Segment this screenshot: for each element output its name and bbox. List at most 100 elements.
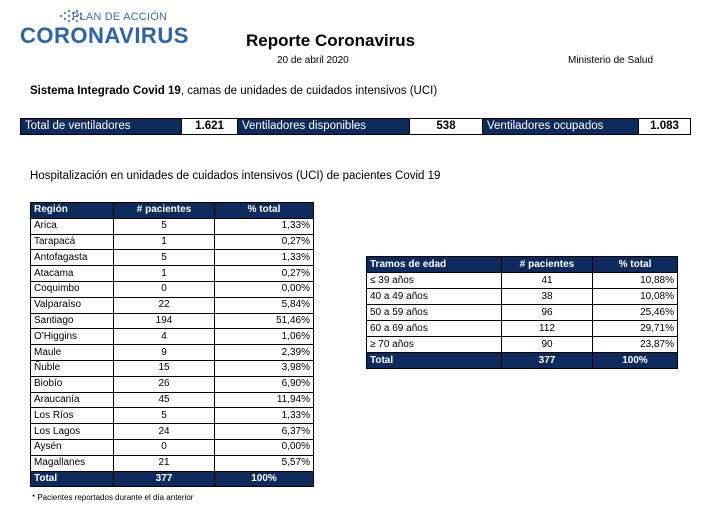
table-cell: 45 bbox=[113, 391, 215, 409]
table-row: Tarapacá 1 0,27% bbox=[30, 233, 314, 251]
total-row: Total 377 100% bbox=[30, 470, 314, 488]
table-cell: Los Ríos bbox=[30, 407, 114, 425]
region-table-header: Región # pacientes % total bbox=[30, 202, 314, 219]
logo-dots-icon bbox=[59, 9, 83, 23]
table-cell: 2,39% bbox=[214, 344, 314, 361]
table-cell: 11,94% bbox=[214, 391, 314, 409]
table-cell: Maule bbox=[30, 344, 114, 361]
table-cell: Araucanía bbox=[30, 391, 114, 409]
column-header: % total bbox=[592, 256, 678, 273]
region-table: Región # pacientes % total Arica 5 1,33% Ta… bbox=[30, 202, 314, 488]
table-cell: 51,46% bbox=[214, 312, 314, 330]
report-title: Reporte Coronavirus bbox=[246, 31, 416, 50]
table-cell: 60 a 69 años bbox=[366, 320, 502, 337]
table-cell: 23,87% bbox=[592, 336, 678, 353]
occupied-ventilators-value: 1.083 bbox=[638, 119, 690, 134]
column-header: # pacientes bbox=[501, 256, 593, 273]
table-cell: 41 bbox=[501, 272, 593, 289]
table-row: Atacama 1 0,27% bbox=[30, 265, 314, 282]
table-cell: 26 bbox=[113, 375, 215, 393]
table-cell: 1,33% bbox=[214, 249, 314, 267]
table-cell: 0,27% bbox=[214, 233, 314, 251]
table-cell: Los Lagos bbox=[30, 423, 114, 440]
table-cell: ≥ 70 años bbox=[366, 336, 502, 353]
table-row: ≥ 70 años 90 23,87% bbox=[366, 336, 678, 353]
table-row: Los Ríos 5 1,33% bbox=[30, 407, 314, 425]
table-cell: 5,84% bbox=[214, 296, 314, 314]
table-cell: 3,98% bbox=[214, 359, 314, 377]
total-cell: 100% bbox=[214, 470, 314, 488]
table-cell: Aysén bbox=[30, 438, 114, 456]
table-row: Aysén 0 0,00% bbox=[30, 438, 314, 456]
table-row: Santiago 194 51,46% bbox=[30, 312, 314, 330]
table-cell: 38 bbox=[501, 288, 593, 305]
column-header: # pacientes bbox=[113, 202, 215, 219]
occupied-ventilators-label: Ventiladores ocupados bbox=[483, 119, 638, 134]
table-cell: 1,06% bbox=[214, 328, 314, 346]
total-ventilators-label: Total de ventiladores bbox=[21, 119, 181, 134]
table-cell: 0,27% bbox=[214, 265, 314, 282]
column-header: % total bbox=[214, 202, 314, 219]
table-cell: Santiago bbox=[30, 312, 114, 330]
table-row: O'Higgins 4 1,06% bbox=[30, 328, 314, 346]
table-cell: Atacama bbox=[30, 265, 114, 282]
system-description: Sistema Integrado Covid 19, camas de uni… bbox=[30, 85, 437, 97]
table-cell: 4 bbox=[113, 328, 215, 346]
total-ventilators-value: 1.621 bbox=[181, 119, 238, 134]
table-cell: 21 bbox=[113, 454, 215, 472]
table-cell: 5 bbox=[113, 249, 215, 267]
total-cell: 377 bbox=[113, 470, 215, 488]
hospitalization-title: Hospitalización en unidades de cuidados … bbox=[30, 170, 441, 182]
total-cell: 377 bbox=[501, 352, 593, 369]
table-cell: 90 bbox=[501, 336, 593, 353]
table-cell: Biobío bbox=[30, 375, 114, 393]
table-row: Antofagasta 5 1,33% bbox=[30, 249, 314, 267]
ministry-label: Ministerio de Salud bbox=[568, 55, 654, 66]
table-cell: 15 bbox=[113, 359, 215, 377]
table-cell: 5 bbox=[113, 217, 215, 235]
table-cell: 0 bbox=[113, 438, 215, 456]
ventilator-summary-bar: Total de ventiladores 1.621 Ventiladores… bbox=[20, 118, 691, 135]
table-cell: 10,88% bbox=[592, 272, 678, 289]
table-cell: 6,90% bbox=[214, 375, 314, 393]
table-cell: 0,00% bbox=[214, 438, 314, 456]
age-table-header: Tramos de edad # pacientes % total bbox=[366, 256, 678, 273]
total-row: Total 377 100% bbox=[366, 352, 678, 369]
available-ventilators-value: 538 bbox=[409, 119, 483, 134]
table-cell: O'Higgins bbox=[30, 328, 114, 346]
table-cell: 0 bbox=[113, 280, 215, 298]
table-row: 60 a 69 años 112 29,71% bbox=[366, 320, 678, 337]
column-header: Región bbox=[30, 202, 114, 219]
table-cell: 25,46% bbox=[592, 304, 678, 321]
logo-title: CORONAVIRUS bbox=[20, 23, 189, 48]
table-cell: 10,08% bbox=[592, 288, 678, 305]
table-cell: Coquimbo bbox=[30, 280, 114, 298]
report-date: 20 de abril 2020 bbox=[277, 55, 349, 66]
table-cell: 194 bbox=[113, 312, 215, 330]
table-cell: Magallanes bbox=[30, 454, 114, 472]
table-row: 40 a 49 años 38 10,08% bbox=[366, 288, 678, 305]
table-cell: 1,33% bbox=[214, 407, 314, 425]
table-cell: Valparaíso bbox=[30, 296, 114, 314]
age-table: Tramos de edad # pacientes % total ≤ 39 … bbox=[366, 256, 678, 369]
table-cell: 24 bbox=[113, 423, 215, 440]
table-row: Araucanía 45 11,94% bbox=[30, 391, 314, 409]
logo-subtitle: PLAN DE ACCIÓN bbox=[72, 11, 168, 23]
table-cell: ≤ 39 años bbox=[366, 272, 502, 289]
table-cell: Antofagasta bbox=[30, 249, 114, 267]
table-row: Coquimbo 0 0,00% bbox=[30, 280, 314, 298]
total-cell: Total bbox=[30, 470, 114, 488]
table-cell: 0,00% bbox=[214, 280, 314, 298]
total-cell: Total bbox=[366, 352, 502, 369]
table-cell: 96 bbox=[501, 304, 593, 321]
table-cell: 9 bbox=[113, 344, 215, 361]
table-row: ≤ 39 años 41 10,88% bbox=[366, 272, 678, 289]
table-cell: Ñuble bbox=[30, 359, 114, 377]
system-name: Sistema Integrado Covid 19 bbox=[30, 85, 181, 97]
table-row: Ñuble 15 3,98% bbox=[30, 359, 314, 377]
table-row: Magallanes 21 5,57% bbox=[30, 454, 314, 472]
table-row: Arica 5 1,33% bbox=[30, 217, 314, 235]
table-cell: 1 bbox=[113, 233, 215, 251]
table-row: Biobío 26 6,90% bbox=[30, 375, 314, 393]
table-row: Los Lagos 24 6,37% bbox=[30, 423, 314, 440]
